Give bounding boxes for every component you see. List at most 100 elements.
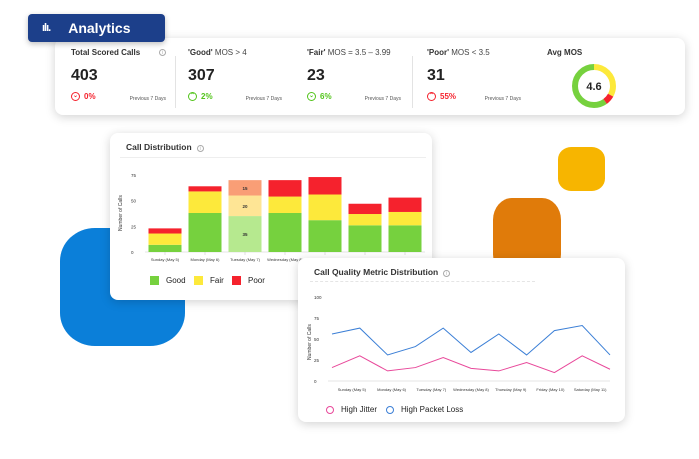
bar-chart-icon: ılı. [42,22,51,34]
x-tick-label: Saturday (May 11) [574,387,607,392]
x-tick-label: Wednesday (May 8) [267,257,303,262]
divider [412,56,413,108]
stat-value: 23 [307,67,325,84]
stat-period: Previous 7 Days [245,96,282,102]
avg-mos: Avg MOS [547,48,627,108]
bar-good-segment [188,212,222,252]
y-tick-label: 25 [131,224,137,229]
legend-poor[interactable]: Poor [232,276,265,285]
call-quality-card: Call Quality Metric Distribution i 0 25 50 7… [298,258,625,422]
x-tick-label: Monday (May 6) [377,387,407,392]
bar-chart: 0 25 50 75 Number of Calls Sunday (May 5) Mond… [118,173,425,262]
stat-total: Total Scored Calls i 403 ⌄ 0% Previous 7 D… [71,48,166,108]
bar-poor-segment [388,197,422,212]
chart-title: Call Distribution [126,142,192,152]
legend-label: Fair [210,276,224,285]
legend-label: Good [166,276,186,285]
call-distribution-card: Call Distribution i 0 25 50 75 Number of Call… [110,133,432,300]
stat-period: Previous 7 Days [364,96,401,102]
bar-fair-segment [148,233,182,245]
decor-yellow-shape [558,147,605,191]
donut-fair-segment [572,64,616,108]
x-tick-label: Thursday (May 9) [495,387,527,392]
legend-fair[interactable]: Fair [194,276,224,285]
poor-swatch [232,276,241,285]
y-tick-label: 50 [131,199,137,204]
packet-loss-marker-icon [386,405,394,414]
x-tick-label: Sunday (May 5) [151,257,180,262]
avg-mos-donut: 4.6 [572,64,616,108]
fair-swatch [194,276,203,285]
stat-change: 6% [320,92,332,101]
x-tick-label: Friday (May 10) [536,387,565,392]
legend-label: High Packet Loss [401,405,464,414]
x-tick-label: Tuesday (May 7) [230,257,261,262]
stat-label: MOS < 3.5 [449,48,490,57]
stat-label-bold: 'Good' [188,48,213,57]
bar-fair-segment [228,195,262,217]
info-icon[interactable]: i [159,49,166,56]
stat-value: 403 [71,67,98,84]
legend-good[interactable]: Good [150,276,186,285]
avg-mos-label: Avg MOS [547,48,583,57]
good-swatch [150,276,159,285]
line-high-packet-loss [331,325,611,356]
bar-data-label: 35 [242,232,248,237]
analytics-tab[interactable]: ılı. Analytics [28,14,165,42]
stat-good: 'Good' MOS > 4 307 ⌃ 2% Previous 7 Days [188,48,282,108]
bar-poor-segment [188,186,222,192]
stat-change: 55% [440,92,457,101]
line-chart: 0 25 50 75 100 Number of Calls Sunday (May 5) M… [307,295,611,392]
y-axis-label: Number of Calls [118,195,124,231]
x-tick-label: Monday (May 6) [191,257,221,262]
y-tick-label: 0 [131,250,134,255]
stat-value: 31 [427,67,445,84]
stat-fair: 'Fair' MOS = 3.5 – 3.99 23 ⌄ 6% Previous … [307,48,401,108]
y-axis-label: Number of Calls [307,324,313,360]
y-tick-label: 0 [314,379,317,384]
bar-poor-segment [308,177,342,195]
divider [175,56,176,108]
header-title: Analytics [68,20,131,36]
bar-fair-segment [188,191,222,213]
stat-change: 2% [201,92,213,101]
arrow-down-icon: ⌄ [307,92,316,101]
y-tick-label: 50 [314,337,320,342]
info-icon[interactable]: i [443,270,451,277]
stat-label-bold: 'Fair' [307,48,326,57]
bar-poor-segment [268,180,302,197]
y-tick-label: 75 [131,173,137,178]
info-icon[interactable]: i [196,145,204,152]
y-tick-label: 100 [314,295,322,300]
jitter-marker-icon [326,405,334,414]
x-tick-label: Tuesday (May 7) [416,387,447,392]
bar-good-segment [148,244,182,252]
bar-fair-segment [348,214,382,226]
bar-good-segment [268,212,302,252]
bar-good-segment [228,216,262,252]
bar-good-segment [308,220,342,252]
y-tick-label: 75 [314,316,320,321]
bar-good-segment [388,225,422,252]
legend-high-jitter[interactable]: High Jitter [326,405,377,414]
stat-value: 307 [188,67,215,84]
stat-period: Previous 7 Days [484,96,521,102]
bar-fair-segment [268,196,302,213]
bar-poor-segment [228,180,262,196]
legend-label: High Jitter [341,405,378,414]
bar-good-segment [348,225,382,252]
arrow-up-icon: ⌃ [427,92,436,101]
y-tick-label: 25 [314,358,320,363]
bar-data-label: 20 [242,204,248,209]
bar-fair-segment [388,211,422,226]
line-high-jitter [331,355,611,374]
stat-poor: 'Poor' MOS < 3.5 31 ⌃ 55% Previous 7 Days [427,48,521,108]
bar-fair-segment [308,194,342,221]
stat-period: Previous 7 Days [129,96,166,102]
x-tick-label: Sunday (May 5) [338,387,367,392]
arrow-down-icon: ⌄ [71,92,80,101]
chart-title: Call Quality Metric Distribution [314,267,439,277]
stat-label-bold: 'Poor' [427,48,450,57]
legend-high-packet-loss[interactable]: High Packet Loss [386,405,463,414]
x-tick-label: Wednesday (May 8) [453,387,489,392]
